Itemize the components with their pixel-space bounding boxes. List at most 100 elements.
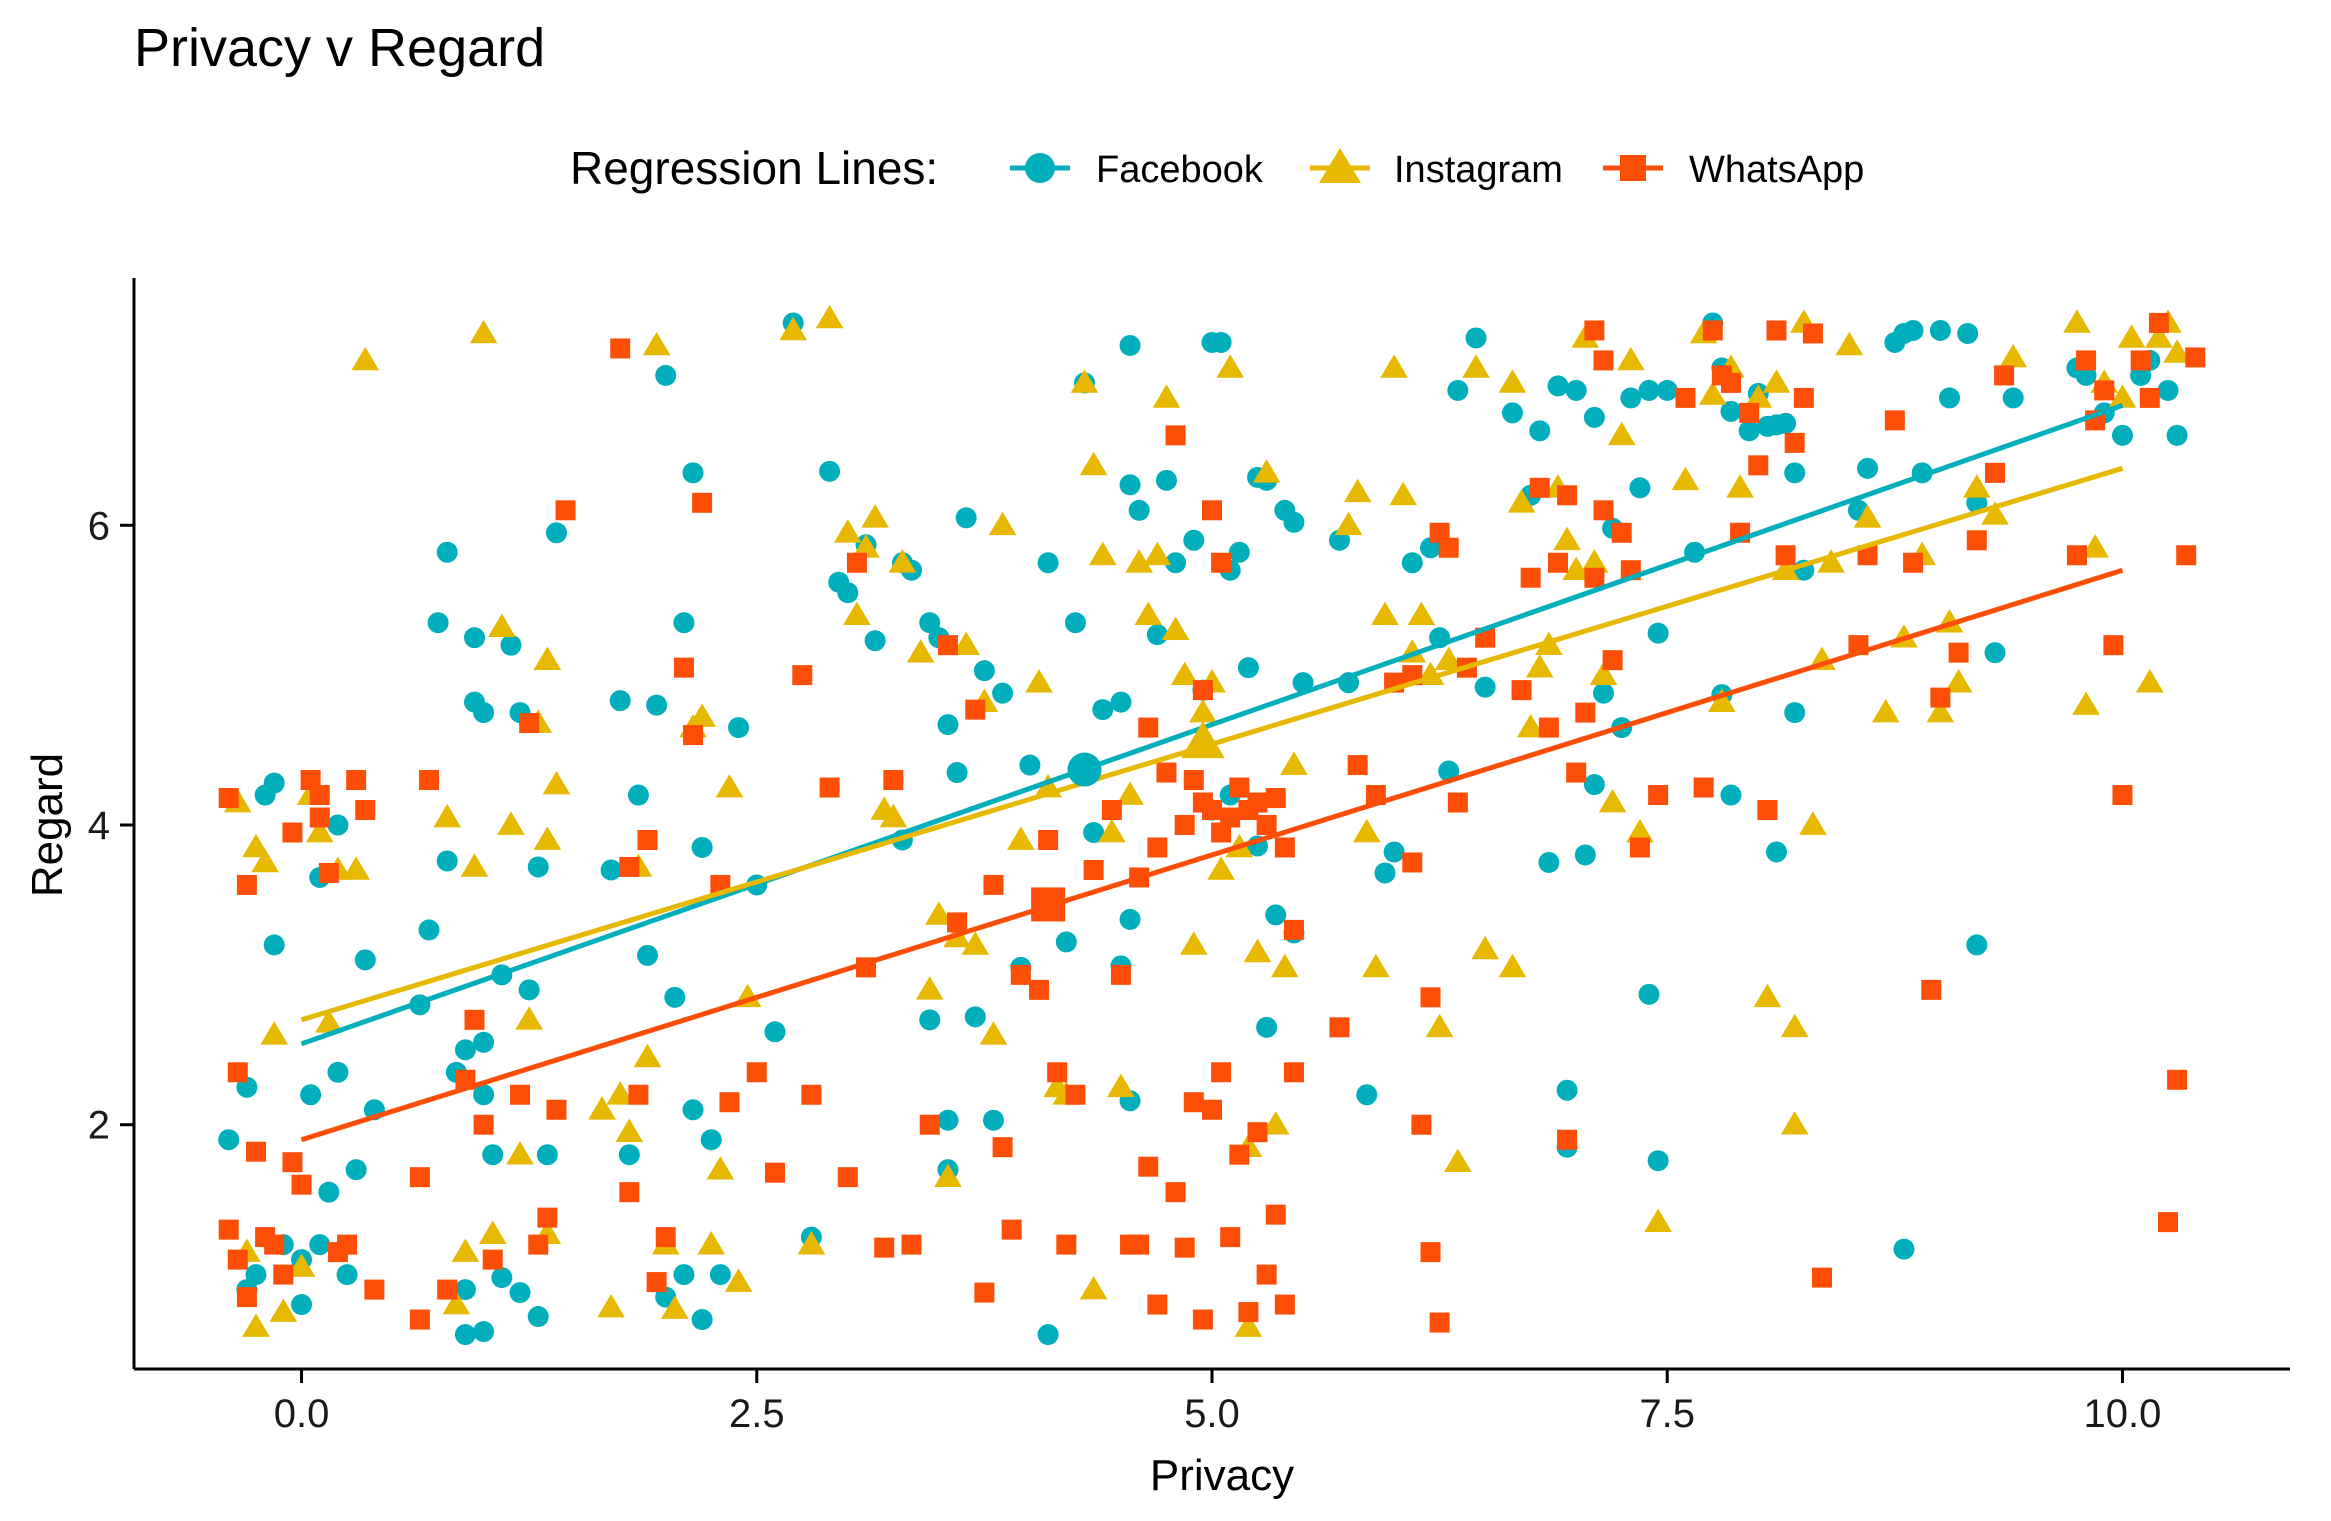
point-instagram xyxy=(515,1006,543,1030)
point-whatsapp xyxy=(318,862,339,883)
x-tick-label: 0.0 xyxy=(274,1392,330,1436)
point-instagram xyxy=(1926,699,1955,723)
point-facebook xyxy=(1583,406,1605,428)
point-whatsapp xyxy=(1547,552,1568,573)
point-facebook xyxy=(1638,983,1660,1005)
point-whatsapp xyxy=(1757,800,1778,821)
point-facebook xyxy=(1775,412,1797,434)
point-facebook xyxy=(473,1084,495,1106)
point-instagram xyxy=(2072,691,2100,715)
point-facebook xyxy=(673,612,695,634)
point-instagram xyxy=(442,1290,471,1315)
point-facebook xyxy=(1538,851,1560,873)
point-whatsapp xyxy=(282,1152,303,1173)
point-whatsapp xyxy=(919,1114,940,1135)
y-tick-label: 2 xyxy=(88,1104,110,1148)
point-whatsapp xyxy=(1538,717,1559,738)
point-facebook xyxy=(263,772,285,794)
legend-item-whatsapp: WhatsApp xyxy=(1603,149,1864,191)
point-whatsapp xyxy=(1529,477,1550,498)
point-facebook xyxy=(1593,682,1615,704)
point-whatsapp xyxy=(965,699,986,720)
x-tick-label: 2.5 xyxy=(729,1392,785,1436)
point-instagram xyxy=(1098,818,1126,843)
legend-marker-facebook xyxy=(1025,153,1055,183)
point-instagram xyxy=(1598,788,1627,813)
point-whatsapp xyxy=(1138,717,1159,738)
point-facebook xyxy=(992,682,1014,704)
point-instagram xyxy=(533,826,562,850)
point-facebook xyxy=(1019,754,1041,776)
point-instagram xyxy=(988,511,1017,536)
point-facebook xyxy=(2002,387,2024,409)
point-whatsapp xyxy=(236,874,257,895)
y-tick-label: 6 xyxy=(88,504,110,548)
point-instagram xyxy=(287,1253,316,1277)
point-whatsapp xyxy=(1256,1264,1277,1285)
point-instagram xyxy=(315,1009,343,1033)
point-instagram xyxy=(260,1021,289,1045)
point-whatsapp xyxy=(309,785,330,806)
point-whatsapp xyxy=(1229,1144,1250,1165)
point-facebook xyxy=(1857,457,1879,479)
point-whatsapp xyxy=(1047,1062,1068,1083)
point-instagram xyxy=(305,818,334,843)
point-whatsapp xyxy=(218,788,239,809)
legend-item-instagram: Instagram xyxy=(1310,148,1563,191)
point-whatsapp xyxy=(1238,1302,1259,1323)
point-instagram xyxy=(2081,534,2109,558)
point-whatsapp xyxy=(1147,1294,1168,1315)
point-whatsapp xyxy=(628,1084,649,1105)
point-facebook xyxy=(1638,379,1660,401)
point-facebook xyxy=(1465,327,1487,349)
point-instagram xyxy=(1334,511,1363,536)
point-instagram xyxy=(1507,489,1536,513)
point-whatsapp xyxy=(510,1084,531,1105)
point-instagram xyxy=(1644,1208,1672,1232)
point-facebook xyxy=(1647,1150,1669,1172)
point-whatsapp xyxy=(1220,807,1241,828)
point-whatsapp xyxy=(1211,1062,1232,1083)
point-facebook xyxy=(1656,379,1678,401)
point-whatsapp xyxy=(2112,785,2133,806)
point-instagram xyxy=(688,703,716,727)
point-facebook xyxy=(1438,760,1460,782)
point-facebook xyxy=(454,1324,476,1346)
point-whatsapp xyxy=(537,1207,558,1228)
point-facebook xyxy=(1647,622,1669,644)
point-instagram xyxy=(961,931,990,955)
point-instagram xyxy=(797,1231,826,1255)
point-facebook xyxy=(1128,499,1150,521)
point-whatsapp xyxy=(974,1282,995,1303)
point-instagram xyxy=(1944,669,1973,693)
point-whatsapp xyxy=(1001,1219,1022,1240)
point-facebook xyxy=(1055,931,1077,953)
point-facebook xyxy=(1083,821,1105,843)
point-instagram xyxy=(451,1238,480,1262)
point-instagram xyxy=(1088,541,1117,566)
point-whatsapp xyxy=(1274,1294,1295,1315)
point-whatsapp xyxy=(619,1182,640,1203)
point-whatsapp xyxy=(1420,1242,1441,1263)
point-whatsapp xyxy=(273,1264,294,1285)
point-instagram xyxy=(1216,354,1245,378)
point-facebook xyxy=(2157,379,2179,401)
point-facebook xyxy=(436,541,458,563)
point-instagram xyxy=(469,319,498,344)
point-whatsapp xyxy=(346,770,367,791)
point-whatsapp xyxy=(2185,347,2206,368)
point-whatsapp xyxy=(937,635,958,656)
point-whatsapp xyxy=(1648,785,1669,806)
point-whatsapp xyxy=(1265,1204,1286,1225)
point-instagram xyxy=(1498,953,1527,978)
point-facebook xyxy=(973,660,995,682)
point-whatsapp xyxy=(792,665,813,686)
point-whatsapp xyxy=(1165,1182,1186,1203)
point-facebook xyxy=(1620,387,1642,409)
point-instagram xyxy=(815,304,844,329)
point-facebook xyxy=(673,1264,695,1286)
point-whatsapp xyxy=(1557,1129,1578,1150)
point-whatsapp xyxy=(1812,1267,1833,1288)
mean-point-whatsapp xyxy=(1031,887,1066,922)
point-facebook xyxy=(964,1006,986,1028)
